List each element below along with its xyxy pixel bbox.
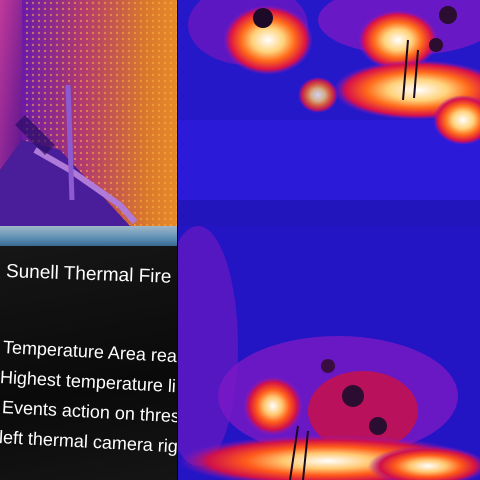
- tile-divider-vertical: [177, 0, 178, 480]
- slide-header-bar: [0, 226, 177, 248]
- info-slide: Sunell Thermal Fire Tes Temperature Area…: [0, 226, 177, 480]
- slide-body: [0, 246, 177, 480]
- thermal-feed-fire-bottom: [178, 226, 480, 480]
- thermal-feed-wall-corner: [0, 0, 177, 226]
- thermal-feed-fire-top: [178, 0, 480, 226]
